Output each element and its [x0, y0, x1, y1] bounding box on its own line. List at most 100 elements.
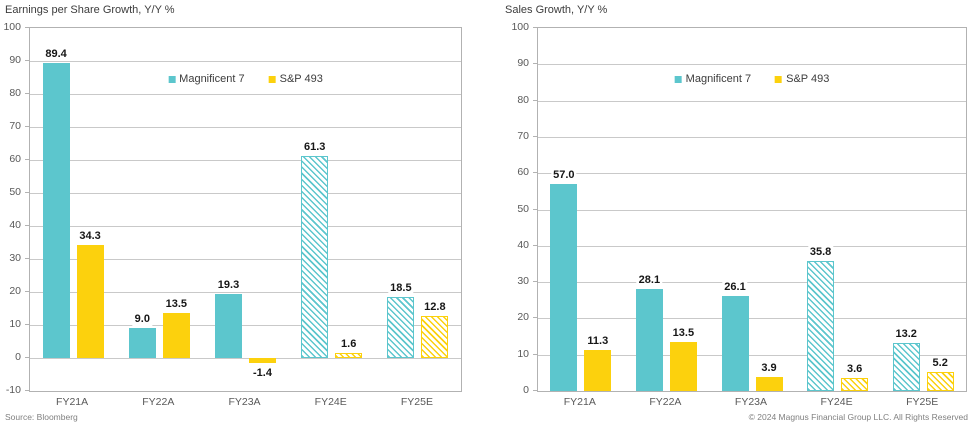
y-axis-label: 40 — [9, 219, 21, 231]
y-axis-tick — [533, 63, 537, 64]
y-axis-label: 0 — [523, 384, 529, 396]
y-axis-label: 20 — [517, 311, 529, 323]
bar-value-label: 3.6 — [844, 362, 865, 376]
y-axis-tick — [533, 27, 537, 28]
legend-item: S&P 493 — [268, 73, 323, 85]
y-axis-tick — [533, 317, 537, 318]
y-axis-label: 20 — [9, 285, 21, 297]
y-axis-tick — [25, 93, 29, 94]
gridline — [538, 318, 966, 319]
y-axis-label: 100 — [3, 21, 21, 33]
bar-value-label: 28.1 — [636, 273, 663, 287]
legend: Magnificent 7 S&P 493 — [164, 72, 327, 86]
bar-s-p-493-fy22a — [669, 341, 697, 391]
legend-swatch-icon — [268, 75, 276, 83]
gridline — [30, 61, 461, 62]
bar-s-p-493-fy21a — [76, 244, 104, 358]
x-axis-label: FY25E — [400, 396, 433, 408]
bar-magnificent-7-fy22a — [635, 288, 663, 391]
y-axis-label: -10 — [5, 384, 21, 396]
y-axis-label: 10 — [9, 318, 21, 330]
legend-label: Magnificent 7 — [179, 73, 245, 85]
x-axis-label: FY23A — [228, 396, 261, 408]
y-axis-tick — [533, 172, 537, 173]
gridline — [30, 94, 461, 95]
gridline — [30, 259, 461, 260]
y-axis-tick — [25, 27, 29, 28]
x-axis-label: FY24E — [314, 396, 347, 408]
legend: Magnificent 7 S&P 493 — [670, 72, 834, 86]
y-axis-label: 70 — [9, 120, 21, 132]
y-axis-tick — [25, 390, 29, 391]
bar-value-label: 89.4 — [43, 47, 69, 61]
bar-value-label: 13.5 — [163, 298, 190, 312]
y-axis-label: 80 — [517, 94, 529, 106]
y-axis-label: 100 — [511, 21, 529, 33]
bar-value-label: 34.3 — [77, 229, 103, 243]
bar-value-label: 26.1 — [722, 281, 748, 295]
bar-value-label: 3.9 — [759, 361, 779, 375]
bar-value-label: 57.0 — [551, 169, 577, 183]
bar-value-label: 1.6 — [339, 337, 359, 351]
bar-magnificent-7-fy25e — [892, 343, 920, 391]
gridline — [30, 358, 461, 359]
y-axis-tick — [25, 126, 29, 127]
bar-value-label: 35.8 — [807, 246, 834, 260]
y-axis-tick — [533, 390, 537, 391]
y-axis-tick — [533, 281, 537, 282]
bar-magnificent-7-fy24e — [807, 261, 835, 391]
bar-value-label: 5.2 — [930, 357, 950, 371]
gridline — [538, 137, 966, 138]
gridline — [538, 282, 966, 283]
y-axis-tick — [25, 192, 29, 193]
eps-growth-chart: Earnings per Share Growth, Y/Y % Magnifi… — [0, 0, 486, 429]
copyright-note: © 2024 Magnus Financial Group LLC. All R… — [748, 412, 968, 422]
bar-s-p-493-fy23a — [755, 376, 783, 391]
gridline — [538, 173, 966, 174]
chart-title: Earnings per Share Growth, Y/Y % — [5, 4, 175, 16]
bar-value-label: 11.3 — [585, 334, 611, 348]
bar-value-label: 12.8 — [422, 300, 448, 314]
x-axis-label: FY22A — [649, 396, 682, 408]
legend-item: S&P 493 — [775, 73, 829, 85]
chart-title: Sales Growth, Y/Y % — [505, 4, 608, 16]
bar-magnificent-7-fy22a — [128, 328, 156, 358]
y-axis-label: 50 — [9, 186, 21, 198]
y-axis-tick — [25, 357, 29, 358]
bar-s-p-493-fy22a — [162, 313, 190, 358]
y-axis-label: 70 — [517, 130, 529, 142]
bar-s-p-493-fy24e — [841, 377, 869, 391]
y-axis-tick — [533, 209, 537, 210]
bar-value-label: 13.5 — [670, 326, 697, 340]
gridline — [30, 325, 461, 326]
x-axis-label: FY21A — [56, 396, 89, 408]
bar-magnificent-7-fy21a — [550, 184, 578, 391]
y-axis-tick — [25, 324, 29, 325]
bar-s-p-493-fy23a — [249, 358, 276, 363]
y-axis-label: 80 — [9, 87, 21, 99]
bar-magnificent-7-fy23a — [215, 294, 242, 358]
bar-magnificent-7-fy24e — [301, 155, 329, 358]
gridline — [538, 101, 966, 102]
gridline — [30, 160, 461, 161]
bar-magnificent-7-fy23a — [721, 296, 749, 391]
source-note: Source: Bloomberg — [5, 412, 78, 422]
y-axis-label: 30 — [517, 275, 529, 287]
gridline — [538, 355, 966, 356]
gridline — [30, 292, 461, 293]
gridline — [538, 246, 966, 247]
gridline — [30, 226, 461, 227]
y-axis-label: 90 — [517, 57, 529, 69]
y-axis-tick — [533, 245, 537, 246]
bar-magnificent-7-fy25e — [387, 296, 415, 358]
bar-value-label: 61.3 — [301, 140, 328, 154]
x-axis: FY21A FY22A FY23A FY24E FY25E — [537, 396, 965, 408]
bar-value-label: 19.3 — [215, 279, 242, 293]
bar-magnificent-7-fy21a — [42, 62, 70, 358]
y-axis-label: 50 — [517, 203, 529, 215]
gridline — [30, 127, 461, 128]
legend-label: S&P 493 — [786, 73, 830, 85]
legend-label: S&P 493 — [279, 73, 323, 85]
y-axis-tick — [533, 136, 537, 137]
x-axis-label: FY22A — [142, 396, 175, 408]
